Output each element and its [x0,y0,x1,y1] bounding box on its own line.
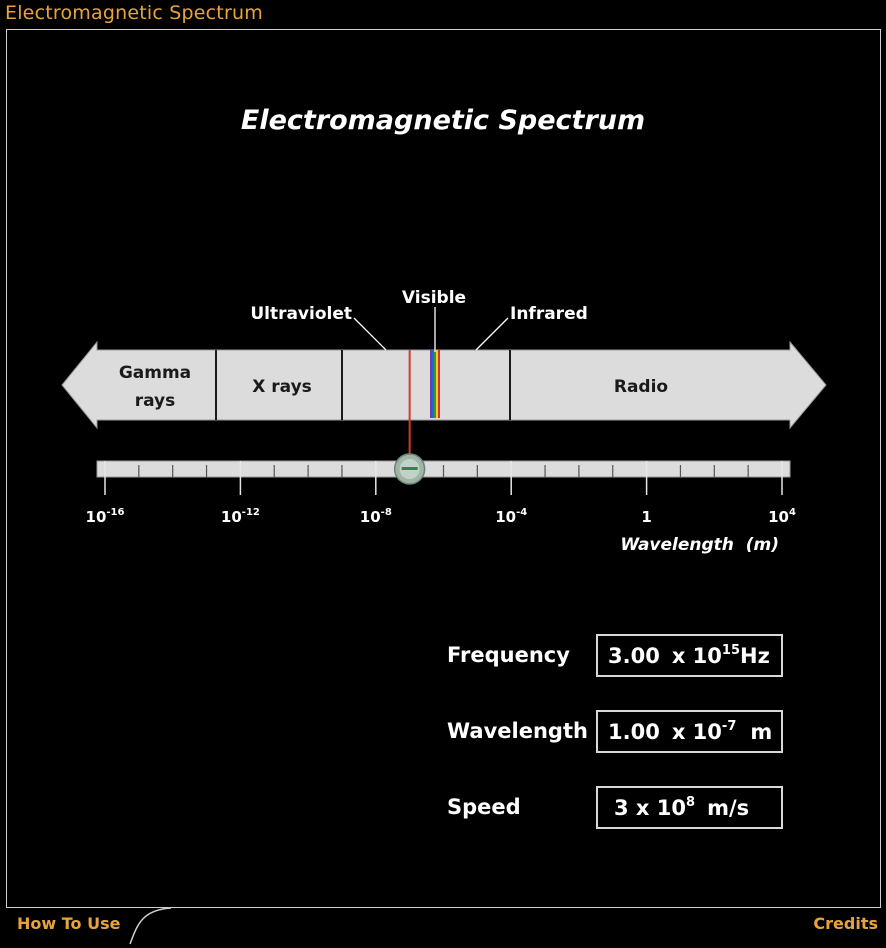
wavelength-times: x 10 [671,719,722,744]
visible-stripe-red [438,350,440,418]
frequency-unit: Hz [740,643,770,668]
slider-ticks [104,461,783,495]
credits-link[interactable]: Credits [813,914,878,933]
band-label-xray: X rays [252,377,312,397]
simulation-title: Electromagnetic Spectrum [240,105,646,136]
slider-tick-label: 10-16 [86,507,125,526]
speed-exponent: 8 [686,795,696,810]
band-label-gamma-2: rays [135,391,176,411]
frequency-label: Frequency [447,643,570,667]
visible-stripe-blue [432,350,434,418]
callout-visible: Visible [402,288,466,308]
band-label-gamma-1: Gamma [119,363,191,383]
visible-stripe-violet [430,350,432,418]
slider-tick-label: 10-12 [221,507,260,526]
callout-ultraviolet-pointer [353,317,387,351]
speed-mantissa: 3 x 10 [614,795,687,820]
speed-label: Speed [447,795,521,819]
frequency-mantissa: 3.00 [608,643,660,668]
how-to-use-link[interactable]: How To Use [17,914,121,933]
wavelength-readout: 1.00 x 10 -7 m [596,710,783,753]
slider-tick-labels: 10-16 10-12 10-8 10-4 1 104 [86,507,796,526]
app-title: Electromagnetic Spectrum [5,2,263,24]
visible-stripe-yellow [436,350,438,418]
wavelength-exponent: -7 [721,719,737,734]
wavelength-slider-knob[interactable] [393,453,426,485]
slider-tick-label: 1 [641,508,651,526]
slider-tick-label: 104 [768,507,796,526]
callout-infrared: Infrared [510,304,588,324]
footer-tab-curve [129,907,172,945]
callout-infrared-pointer [475,317,509,351]
band-label-radio: Radio [614,377,668,397]
frequency-readout: 3.00 x 10 15 Hz [596,634,783,677]
visible-stripe-green [434,350,436,418]
simulation-frame [6,29,881,908]
wavelength-label: Wavelength [447,719,588,743]
speed-readout: 3 x 10 8 m/s [596,786,783,829]
frequency-exponent: 15 [721,643,741,658]
slider-tick-label: 10-8 [360,507,392,526]
wavelength-axis-label: Wavelength (m) [620,535,779,555]
slider-tick-label: 10-4 [495,507,527,526]
wavelength-unit: m [750,719,773,744]
frequency-times: x 10 [671,643,722,668]
speed-unit: m/s [707,795,750,820]
callout-ultraviolet: Ultraviolet [250,304,352,324]
wavelength-mantissa: 1.00 [608,719,660,744]
spectrum-band-arrow [61,340,827,430]
